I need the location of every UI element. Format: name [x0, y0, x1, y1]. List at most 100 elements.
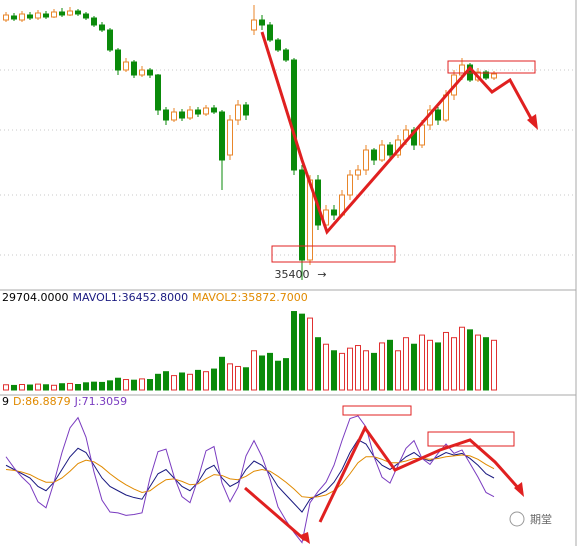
candle-body	[419, 124, 425, 146]
annotations	[244, 31, 535, 542]
header-item: 29704.0000	[2, 291, 68, 304]
volume-bar	[387, 339, 393, 391]
candle-body	[275, 39, 281, 51]
volume-bar	[99, 381, 105, 391]
volume-bar	[3, 384, 9, 391]
header-item: D:86.8879	[13, 395, 71, 408]
volume-bar	[67, 382, 73, 391]
candle-body	[291, 59, 297, 171]
watermark-icon	[509, 511, 525, 527]
kdj-line	[5, 454, 495, 499]
candle-body	[195, 109, 201, 115]
candle-body	[59, 11, 65, 16]
volume-bar	[123, 379, 129, 391]
volume-bar	[299, 313, 305, 391]
candle-body	[11, 15, 17, 20]
volume-bar	[27, 384, 33, 391]
candle-body	[139, 69, 145, 76]
candle-body	[43, 13, 49, 18]
volume-bar	[275, 360, 281, 391]
volume-bar	[107, 380, 113, 391]
arrow-path	[244, 486, 306, 542]
candle-body	[331, 209, 337, 216]
volume-bar	[355, 345, 361, 391]
candle-body	[3, 14, 9, 21]
kdj-header: 9 D:86.8879 J:71.3059	[2, 395, 127, 408]
candle-body	[379, 144, 385, 161]
candle-body	[251, 19, 257, 31]
box	[342, 405, 412, 416]
candle-body	[171, 111, 177, 121]
candle-body	[363, 149, 369, 171]
volume-bar	[283, 358, 289, 391]
candle-body	[355, 169, 361, 176]
candle-body	[235, 104, 241, 121]
arrow-head	[527, 114, 538, 130]
candle-body	[371, 149, 377, 161]
volume-bar	[459, 326, 465, 391]
header-item: J:71.3059	[74, 395, 127, 408]
candle-body	[163, 109, 169, 121]
candle-body	[99, 24, 105, 31]
candle-body	[227, 119, 233, 156]
marks	[3, 5, 497, 544]
candle-body	[491, 73, 497, 79]
candle-body	[155, 74, 161, 111]
candle-body	[435, 109, 441, 121]
volume-bar	[243, 367, 249, 391]
candle-body	[203, 107, 209, 115]
volume-bar	[75, 384, 81, 391]
volume-bar	[91, 381, 97, 391]
volume-bar	[395, 350, 401, 391]
volume-bar	[163, 371, 169, 391]
candle-body	[91, 17, 97, 26]
volume-bar	[307, 317, 313, 391]
kdj-line	[5, 439, 495, 513]
header-item: 9	[2, 395, 9, 408]
candle-body	[483, 71, 489, 79]
header-item: MAVOL1:36452.8000	[72, 291, 188, 304]
volume-bar	[331, 350, 337, 391]
annotation-boxes	[271, 60, 536, 447]
low-label: 35400	[275, 268, 310, 281]
volume-bar	[475, 334, 481, 391]
candle-body	[187, 109, 193, 119]
volume-bar	[187, 373, 193, 391]
candle-body	[67, 10, 73, 16]
candle-body	[115, 49, 121, 71]
volume-bar	[315, 337, 321, 391]
volume-bar	[19, 384, 25, 391]
volume-bar	[211, 368, 217, 391]
volume-bar	[443, 331, 449, 391]
volume-bar	[451, 337, 457, 391]
volume-bar	[83, 382, 89, 391]
volume-bar	[59, 383, 65, 391]
volume-bar	[371, 352, 377, 391]
candle-body	[387, 144, 393, 156]
candle-body	[299, 169, 305, 261]
volume-bar	[43, 384, 49, 391]
low-arrow: →	[317, 268, 326, 281]
arrow-path	[260, 31, 535, 235]
watermark: 期堂	[530, 513, 552, 526]
candle-body	[179, 111, 185, 119]
volume-bar	[219, 356, 225, 391]
volume-bar	[483, 337, 489, 391]
arrow-path	[318, 425, 522, 523]
volume-bar	[491, 339, 497, 391]
candle-body	[347, 174, 353, 196]
volume-bar	[251, 350, 257, 391]
arrow-head	[514, 482, 524, 497]
volume-bar	[171, 375, 177, 391]
candle-body	[107, 29, 113, 51]
volume-bar	[427, 339, 433, 391]
candle-body	[147, 69, 153, 76]
candle-body	[243, 104, 249, 116]
volume-bar	[115, 377, 121, 391]
volume-bar	[339, 352, 345, 391]
volume-bar	[363, 350, 369, 391]
candle-body	[75, 10, 81, 15]
candle-body	[123, 61, 129, 71]
